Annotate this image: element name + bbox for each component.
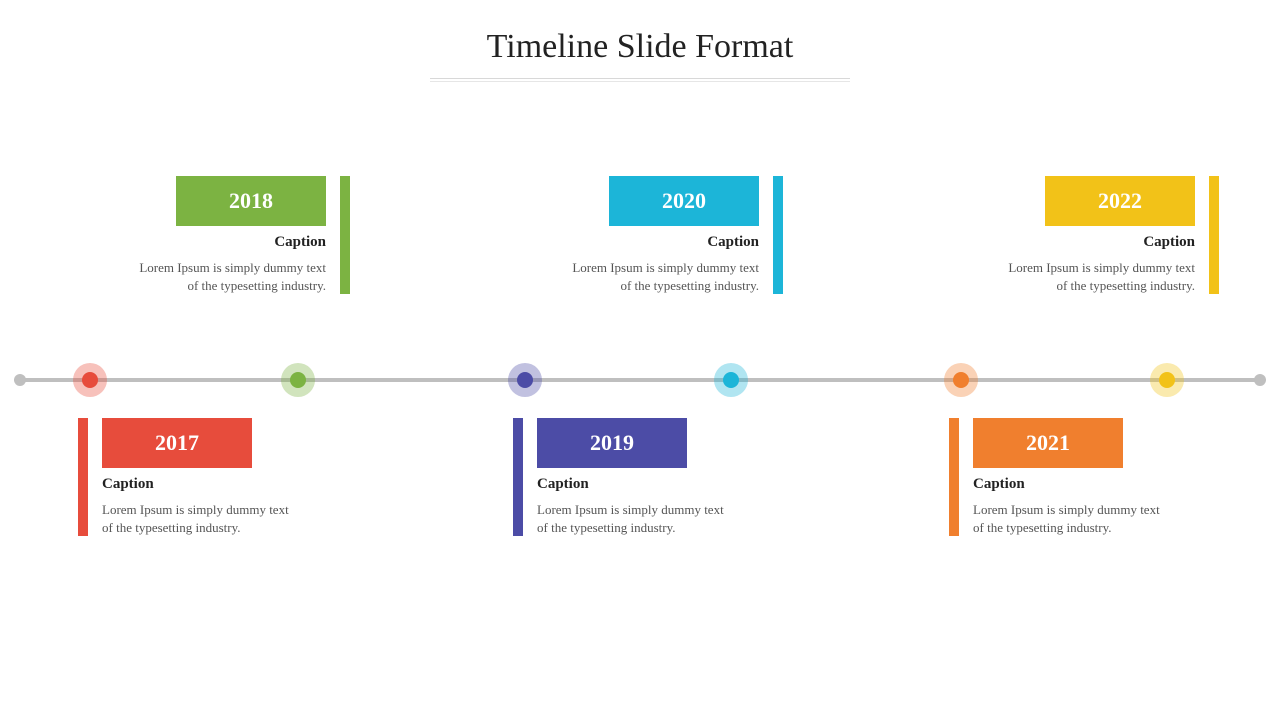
card-description: Lorem Ipsum is simply dummy text of the … xyxy=(995,259,1195,294)
marker-dot xyxy=(953,372,969,388)
card-description: Lorem Ipsum is simply dummy text of the … xyxy=(973,501,1173,536)
timeline-axis xyxy=(20,378,1260,382)
card-content: 2018 Caption Lorem Ipsum is simply dummy t… xyxy=(126,176,326,294)
slide-title-text: Timeline Slide Format xyxy=(487,28,794,65)
card-content: 2021 Caption Lorem Ipsum is simply dummy t… xyxy=(973,418,1173,536)
card-content: 2017 Caption Lorem Ipsum is simply dummy t… xyxy=(102,418,302,536)
card-accent-bar xyxy=(773,176,783,294)
card-caption: Caption xyxy=(973,476,1025,493)
marker-dot xyxy=(1159,372,1175,388)
card-accent-bar xyxy=(340,176,350,294)
marker-dot xyxy=(290,372,306,388)
card-caption: Caption xyxy=(537,476,589,493)
marker-dot xyxy=(723,372,739,388)
card-content: 2022 Caption Lorem Ipsum is simply dummy t… xyxy=(995,176,1195,294)
card-accent-bar xyxy=(78,418,88,536)
card-caption: Caption xyxy=(707,234,759,251)
card-caption: Caption xyxy=(274,234,326,251)
card-year: 2019 xyxy=(537,418,687,468)
title-underline xyxy=(430,78,850,84)
card-content: 2019 Caption Lorem Ipsum is simply dummy t… xyxy=(537,418,737,536)
slide-title: Timeline Slide Format xyxy=(0,28,1280,66)
card-year: 2017 xyxy=(102,418,252,468)
card-caption: Caption xyxy=(102,476,154,493)
axis-cap-left xyxy=(14,374,26,386)
card-year: 2018 xyxy=(176,176,326,226)
card-year: 2020 xyxy=(609,176,759,226)
timeline-card-2021: 2021 Caption Lorem Ipsum is simply dummy t… xyxy=(949,418,1173,536)
card-year: 2021 xyxy=(973,418,1123,468)
timeline-card-2019: 2019 Caption Lorem Ipsum is simply dummy t… xyxy=(513,418,737,536)
timeline-card-2020: 2020 Caption Lorem Ipsum is simply dummy t… xyxy=(559,176,783,294)
card-content: 2020 Caption Lorem Ipsum is simply dummy t… xyxy=(559,176,759,294)
card-accent-bar xyxy=(1209,176,1219,294)
card-accent-bar xyxy=(949,418,959,536)
card-description: Lorem Ipsum is simply dummy text of the … xyxy=(126,259,326,294)
card-caption: Caption xyxy=(1143,234,1195,251)
timeline-card-2018: 2018 Caption Lorem Ipsum is simply dummy t… xyxy=(126,176,350,294)
card-description: Lorem Ipsum is simply dummy text of the … xyxy=(102,501,302,536)
card-description: Lorem Ipsum is simply dummy text of the … xyxy=(559,259,759,294)
card-year: 2022 xyxy=(1045,176,1195,226)
marker-dot xyxy=(517,372,533,388)
card-accent-bar xyxy=(513,418,523,536)
marker-dot xyxy=(82,372,98,388)
timeline-card-2022: 2022 Caption Lorem Ipsum is simply dummy t… xyxy=(995,176,1219,294)
card-description: Lorem Ipsum is simply dummy text of the … xyxy=(537,501,737,536)
timeline-card-2017: 2017 Caption Lorem Ipsum is simply dummy t… xyxy=(78,418,302,536)
timeline-slide: Timeline Slide Format 2017 Caption Lorem I… xyxy=(0,0,1280,720)
axis-cap-right xyxy=(1254,374,1266,386)
